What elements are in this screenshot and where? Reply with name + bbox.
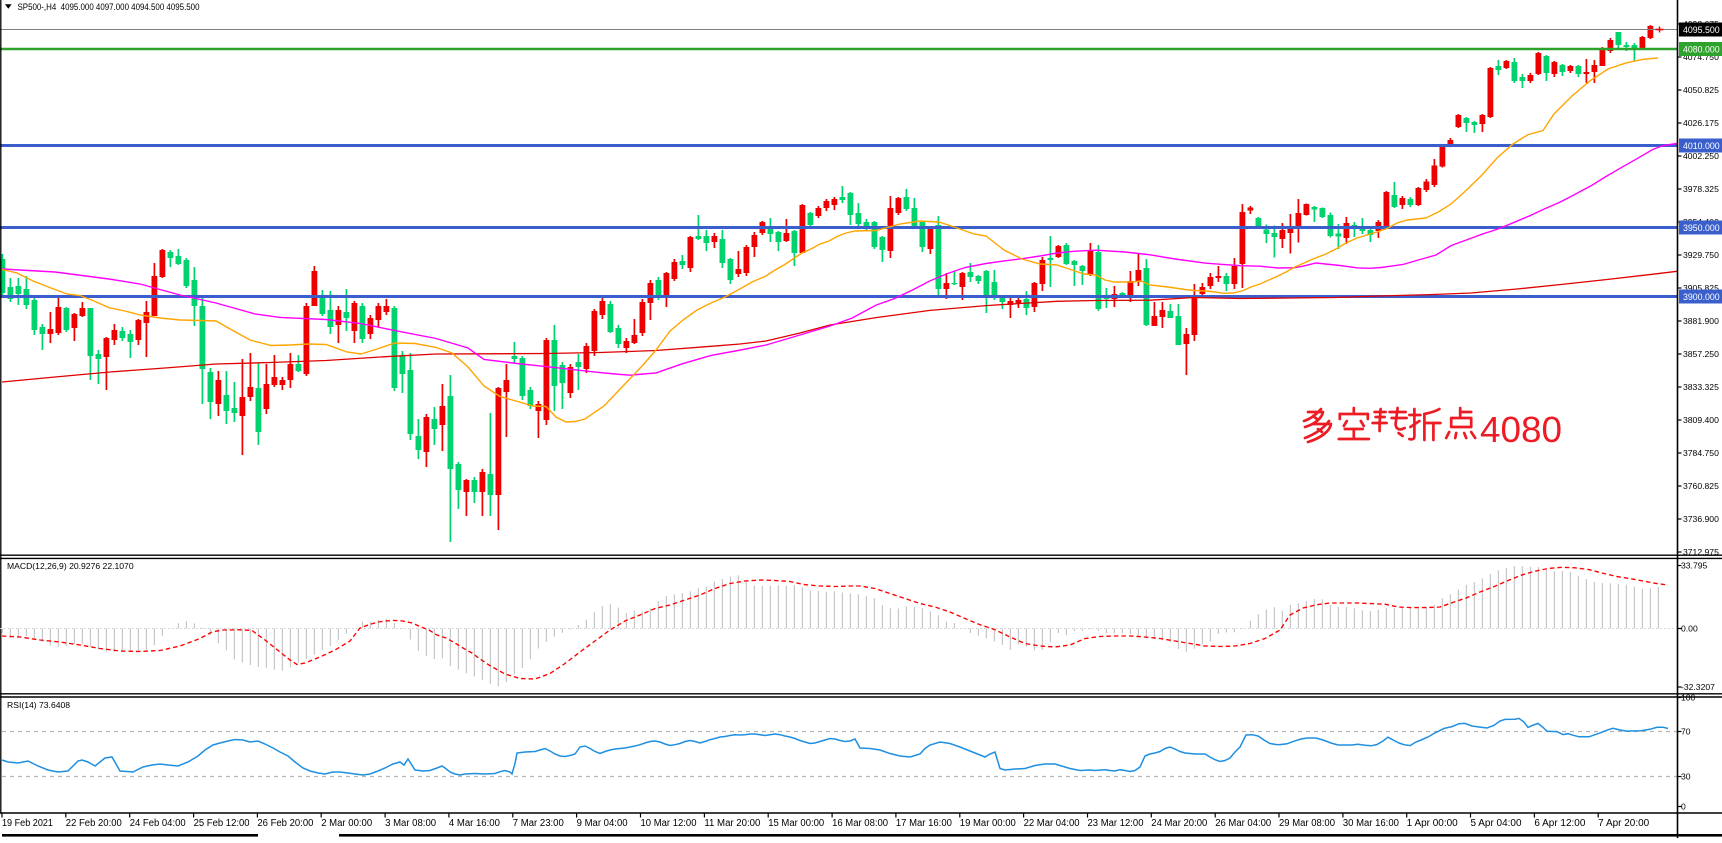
svg-text:1 Apr 00:00: 1 Apr 00:00 [1407,818,1459,829]
svg-text:25 Feb 12:00: 25 Feb 12:00 [194,818,251,829]
svg-text:7 Mar 23:00: 7 Mar 23:00 [513,818,565,829]
svg-text:24 Feb 04:00: 24 Feb 04:00 [130,818,187,829]
svg-text:3881.900: 3881.900 [1683,316,1719,326]
svg-text:3857.250: 3857.250 [1683,349,1719,359]
svg-text:16 Mar 08:00: 16 Mar 08:00 [832,818,889,829]
svg-text:70: 70 [1681,727,1691,737]
svg-text:23 Mar 12:00: 23 Mar 12:00 [1088,818,1145,829]
svg-text:9 Mar 04:00: 9 Mar 04:00 [577,818,629,829]
svg-text:15 Mar 00:00: 15 Mar 00:00 [768,818,825,829]
svg-text:33.795: 33.795 [1681,561,1708,571]
svg-text:3900.000: 3900.000 [1683,292,1720,302]
svg-text:6 Apr 12:00: 6 Apr 12:00 [1534,818,1586,829]
svg-text:2 Mar 00:00: 2 Mar 00:00 [321,818,373,829]
svg-text:3929.750: 3929.750 [1683,250,1719,260]
svg-text:30 Mar 16:00: 30 Mar 16:00 [1343,818,1400,829]
svg-text:3950.000: 3950.000 [1683,223,1720,233]
svg-text:26 Feb 20:00: 26 Feb 20:00 [257,818,314,829]
svg-text:4080.000: 4080.000 [1683,44,1720,54]
svg-text:24 Mar 20:00: 24 Mar 20:00 [1151,818,1208,829]
svg-text:100: 100 [1681,693,1696,703]
svg-text:3978.325: 3978.325 [1683,184,1719,194]
svg-text:4050.825: 4050.825 [1683,85,1719,95]
svg-text:SP500-,H4 4095.000 4097.000 4: SP500-,H4 4095.000 4097.000 4094.500 409… [18,2,200,12]
svg-text:19 Feb 2021: 19 Feb 2021 [2,818,53,829]
svg-text:22 Mar 04:00: 22 Mar 04:00 [1024,818,1081,829]
svg-text:3760.825: 3760.825 [1683,481,1719,491]
svg-text:5 Apr 04:00: 5 Apr 04:00 [1471,818,1523,829]
svg-text:10 Mar 12:00: 10 Mar 12:00 [641,818,698,829]
svg-text:3 Mar 08:00: 3 Mar 08:00 [385,818,437,829]
svg-text:3809.400: 3809.400 [1683,415,1719,425]
svg-text:MACD(12,26,9) 20.9276 22.1070: MACD(12,26,9) 20.9276 22.1070 [7,561,134,571]
svg-text:0.00: 0.00 [1681,624,1698,634]
svg-text:26 Mar 04:00: 26 Mar 04:00 [1215,818,1272,829]
svg-text:3736.900: 3736.900 [1683,514,1719,524]
svg-text:RSI(14) 73.6408: RSI(14) 73.6408 [7,700,70,710]
svg-text:30: 30 [1681,772,1691,782]
svg-text:4002.250: 4002.250 [1683,151,1719,161]
svg-text:29 Mar 08:00: 29 Mar 08:00 [1279,818,1336,829]
svg-text:3833.325: 3833.325 [1683,382,1719,392]
svg-text:11 Mar 20:00: 11 Mar 20:00 [704,818,761,829]
svg-text:4 Mar 16:00: 4 Mar 16:00 [449,818,501,829]
svg-text:4095.500: 4095.500 [1683,25,1720,35]
svg-text:17 Mar 16:00: 17 Mar 16:00 [896,818,953,829]
svg-text:4026.175: 4026.175 [1683,118,1719,128]
svg-text:3784.750: 3784.750 [1683,448,1719,458]
svg-text:3712.975: 3712.975 [1683,547,1719,557]
svg-text:22 Feb 20:00: 22 Feb 20:00 [66,818,123,829]
svg-text:3905.825: 3905.825 [1683,283,1719,293]
svg-text:4010.000: 4010.000 [1683,141,1720,151]
svg-text:7 Apr 20:00: 7 Apr 20:00 [1598,818,1650,829]
svg-text:0: 0 [1681,802,1686,812]
svg-text:19 Mar 00:00: 19 Mar 00:00 [960,818,1017,829]
svg-text:4080: 4080 [1480,409,1562,450]
svg-text:-32.3207: -32.3207 [1681,682,1715,692]
svg-text:4074.750: 4074.750 [1683,52,1719,62]
